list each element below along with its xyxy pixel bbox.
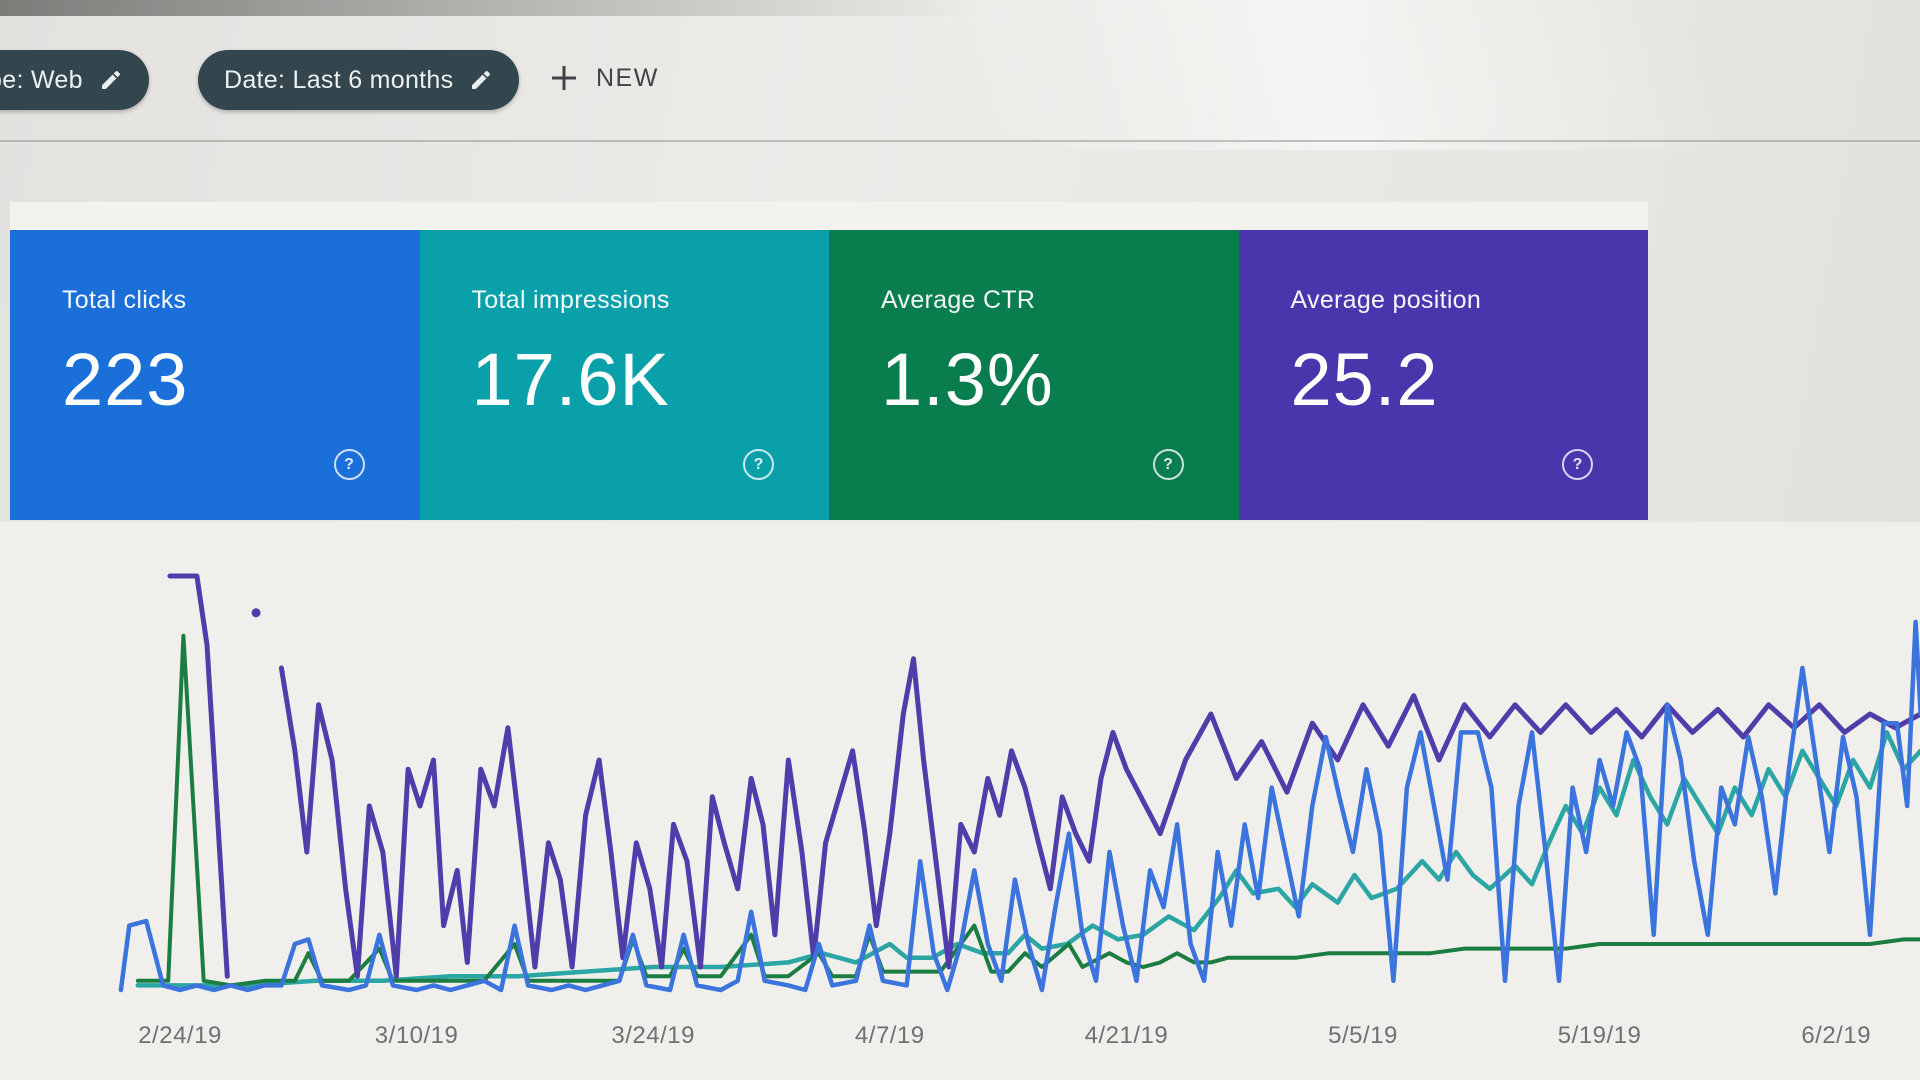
cards-top-highlight — [10, 202, 1648, 230]
card-total-impressions-label: Total impressions — [471, 286, 670, 314]
plus-icon — [552, 66, 576, 90]
series-line-average-position — [167, 573, 230, 979]
filter-chip-date-range-label: Date: Last 6 months — [224, 65, 454, 94]
card-total-impressions[interactable]: Total impressions 17.6K ? — [419, 230, 829, 520]
metric-cards-row: Total clicks 223 ? Total impressions 17.… — [10, 230, 1648, 520]
card-average-ctr[interactable]: Average CTR 1.3% ? — [829, 230, 1239, 520]
card-total-clicks-value: 223 — [62, 338, 189, 421]
series-line-total-clicks — [118, 619, 1920, 993]
help-icon[interactable]: ? — [1562, 449, 1593, 480]
new-filter-button-label: NEW — [596, 63, 659, 92]
pencil-icon[interactable] — [99, 68, 123, 92]
card-average-position-value: 25.2 — [1290, 338, 1439, 421]
card-total-impressions-value: 17.6K — [471, 338, 670, 421]
series-line-average-position — [278, 656, 1920, 979]
help-icon[interactable]: ? — [743, 449, 774, 480]
filter-chip-search-type-label: type: Web — [0, 65, 83, 94]
card-average-ctr-label: Average CTR — [881, 286, 1036, 314]
header-divider — [0, 140, 1920, 142]
chart-background — [0, 522, 1920, 1080]
help-icon[interactable]: ? — [333, 449, 365, 480]
card-total-clicks[interactable]: Total clicks 223 ? — [10, 230, 420, 520]
card-average-position-label: Average position — [1290, 286, 1482, 314]
pencil-icon[interactable] — [469, 68, 493, 92]
new-filter-button[interactable]: NEW — [548, 62, 659, 94]
isolated-data-point — [251, 608, 261, 618]
help-icon[interactable]: ? — [1152, 449, 1184, 480]
filter-chip-date-range[interactable]: Date: Last 6 months — [198, 50, 520, 110]
card-total-clicks-label: Total clicks — [62, 286, 187, 314]
card-average-ctr-value: 1.3% — [881, 338, 1054, 421]
card-average-position[interactable]: Average position 25.2 ? — [1238, 230, 1648, 520]
filter-chip-search-type[interactable]: type: Web — [0, 50, 149, 110]
